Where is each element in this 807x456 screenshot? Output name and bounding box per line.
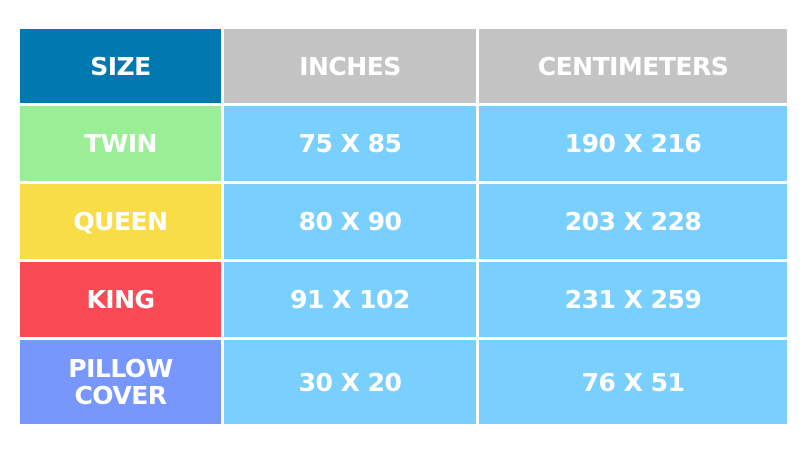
inches-cell: 75 X 85 bbox=[224, 106, 476, 181]
size-chart-table: SIZE INCHES CENTIMETERS TWIN 75 X 85 190… bbox=[20, 29, 787, 424]
size-cell: TWIN bbox=[20, 106, 221, 181]
size-cell: QUEEN bbox=[20, 184, 221, 259]
header-inches: INCHES bbox=[224, 29, 476, 103]
header-centimeters: CENTIMETERS bbox=[479, 29, 787, 103]
header-size: SIZE bbox=[20, 29, 221, 103]
size-cell: PILLOW COVER bbox=[20, 340, 221, 424]
size-cell: KING bbox=[20, 262, 221, 337]
centimeters-cell: 76 X 51 bbox=[479, 340, 787, 424]
inches-cell: 91 X 102 bbox=[224, 262, 476, 337]
centimeters-cell: 203 X 228 bbox=[479, 184, 787, 259]
inches-cell: 80 X 90 bbox=[224, 184, 476, 259]
centimeters-cell: 190 X 216 bbox=[479, 106, 787, 181]
centimeters-cell: 231 X 259 bbox=[479, 262, 787, 337]
inches-cell: 30 X 20 bbox=[224, 340, 476, 424]
